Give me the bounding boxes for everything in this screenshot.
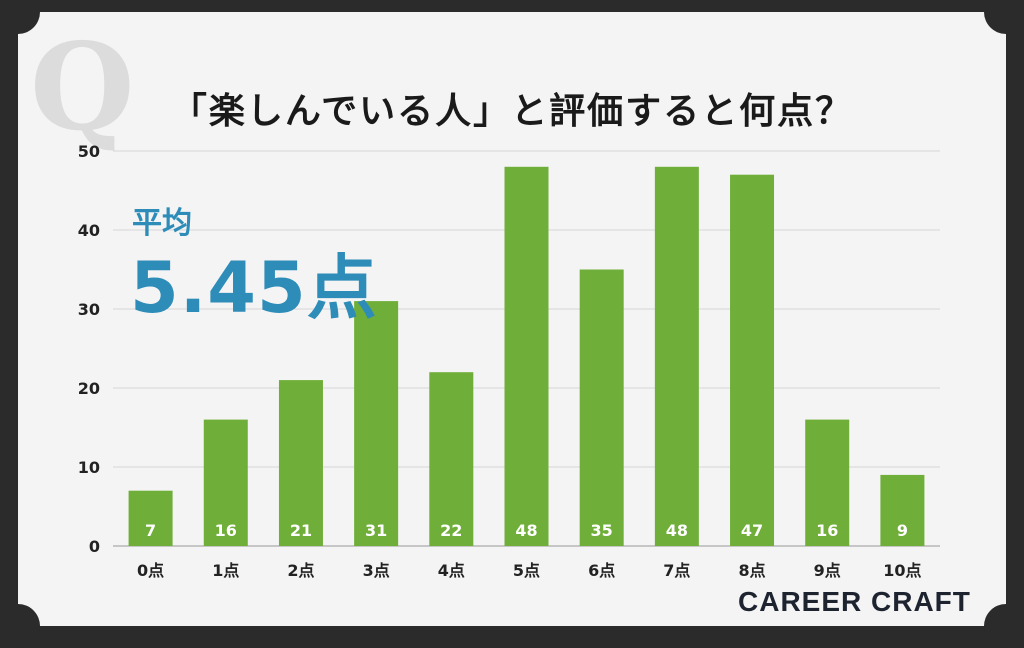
x-tick-label: 4点 <box>438 561 465 580</box>
y-tick-label: 40 <box>78 221 100 240</box>
bar-value-label: 21 <box>290 521 312 540</box>
bar-value-label: 31 <box>365 521 387 540</box>
bar-value-label: 7 <box>145 521 156 540</box>
bar <box>128 490 173 546</box>
bar-value-label: 48 <box>515 521 537 540</box>
bar-value-label: 16 <box>215 521 237 540</box>
y-tick-label: 50 <box>78 142 100 161</box>
bar-value-label: 48 <box>666 521 688 540</box>
x-tick-label: 9点 <box>814 561 841 580</box>
bar <box>504 166 549 547</box>
x-tick-label: 0点 <box>137 561 164 580</box>
bar <box>654 166 699 547</box>
bar-value-label: 47 <box>741 521 763 540</box>
x-tick-label: 8点 <box>738 561 765 580</box>
bar <box>203 419 248 546</box>
chart-title: 「楽しんでいる人」と評価すると何点？ <box>170 91 854 132</box>
x-tick-label: 1点 <box>212 561 239 580</box>
bar-value-label: 22 <box>440 521 462 540</box>
bar <box>880 474 925 546</box>
average-label: 平均 <box>132 206 192 241</box>
bar <box>354 301 399 546</box>
x-tick-label: 10点 <box>883 561 921 580</box>
q-watermark: Q <box>30 17 135 158</box>
x-tick-label: 3点 <box>363 561 390 580</box>
x-tick-label: 5点 <box>513 561 540 580</box>
bar-value-label: 16 <box>816 521 838 540</box>
x-tick-label: 7点 <box>663 561 690 580</box>
corner-notch <box>984 0 1024 34</box>
bar <box>278 380 323 546</box>
y-tick-label: 0 <box>89 537 100 556</box>
average-value: 5.45点 <box>130 247 378 329</box>
bar <box>429 372 474 546</box>
bar-value-label: 35 <box>591 521 613 540</box>
y-tick-label: 10 <box>78 458 100 477</box>
brand-logo: CAREER CRAFT <box>738 586 971 617</box>
bar <box>805 419 850 546</box>
x-tick-label: 6点 <box>588 561 615 580</box>
bar <box>579 269 624 546</box>
x-tick-label: 2点 <box>287 561 314 580</box>
bar-value-label: 9 <box>897 521 908 540</box>
y-tick-label: 20 <box>78 379 100 398</box>
bar <box>730 174 775 546</box>
y-tick-label: 30 <box>78 300 100 319</box>
